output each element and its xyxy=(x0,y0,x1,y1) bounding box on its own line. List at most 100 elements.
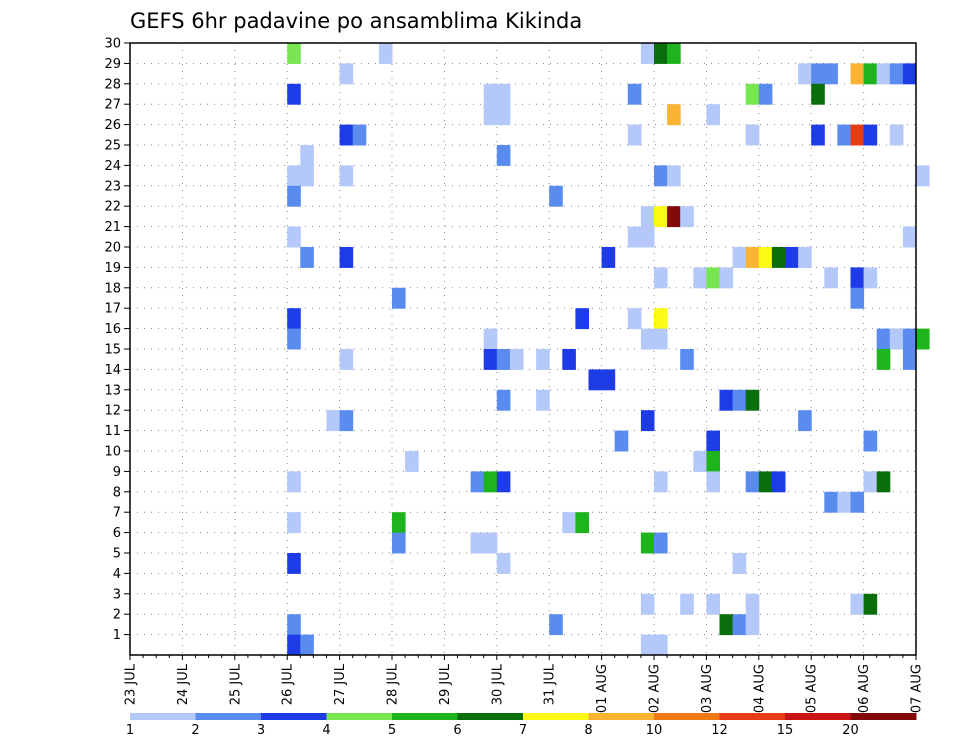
legend-label: 1 xyxy=(126,723,134,738)
legend-label: 2 xyxy=(191,723,199,738)
heatmap-cell xyxy=(339,410,354,432)
heatmap-cell xyxy=(706,471,720,493)
heatmap-cell xyxy=(352,124,367,146)
heatmap-cell xyxy=(732,553,747,574)
y-axis: 1234567891011121314151617181920212223242… xyxy=(104,37,130,643)
heatmap-cell xyxy=(640,634,655,656)
heatmap-cell xyxy=(339,247,354,268)
heatmap-cell xyxy=(798,63,812,85)
legend-label: 12 xyxy=(711,723,728,738)
y-tick-label: 20 xyxy=(104,241,121,256)
heatmap-cell xyxy=(732,247,747,268)
x-tick-label: 25 JUL xyxy=(228,663,243,705)
heatmap-cell xyxy=(654,308,668,330)
y-tick-label: 27 xyxy=(104,98,121,113)
heatmap-cell xyxy=(627,226,642,248)
heatmap-cell xyxy=(889,328,904,350)
heatmap-cell xyxy=(496,349,511,370)
heatmap-cell xyxy=(654,43,668,64)
x-axis: 23 JUL 24 JUL 25 JUL 26 JUL 27 JUL 28 JUL 29 J… xyxy=(124,655,925,713)
heatmap-cell xyxy=(392,532,406,554)
x-tick-label: 07 AUG xyxy=(910,664,925,713)
heatmap-cell xyxy=(640,206,655,228)
legend-label: 4 xyxy=(322,723,330,738)
heatmap-cell xyxy=(706,267,720,289)
heatmap-cell xyxy=(745,124,760,146)
heatmap-cell xyxy=(470,532,485,554)
legend-label: 3 xyxy=(257,723,265,738)
heatmap-cell xyxy=(824,267,838,289)
heatmap-cell xyxy=(863,63,878,85)
heatmap-cell xyxy=(562,349,576,370)
heatmap-cell xyxy=(850,491,865,513)
legend-swatch xyxy=(523,713,589,720)
heatmap-cell xyxy=(300,247,314,268)
x-tick-label: 23 JUL xyxy=(124,663,139,705)
y-tick-label: 26 xyxy=(104,118,121,133)
legend-swatch xyxy=(326,713,393,720)
heatmap-cell xyxy=(287,226,301,248)
y-tick-label: 7 xyxy=(113,506,121,521)
y-tick-label: 15 xyxy=(104,343,121,358)
x-tick-label: 04 AUG xyxy=(752,664,767,713)
legend-label: 20 xyxy=(842,723,859,738)
heatmap-cell xyxy=(745,389,760,411)
heatmap-cell xyxy=(758,471,773,493)
legend-label: 10 xyxy=(646,723,663,738)
heatmap-cell xyxy=(483,328,498,350)
x-tick-label: 29 JUL xyxy=(438,663,453,705)
heatmap-cell xyxy=(680,206,694,228)
heatmap-cell xyxy=(339,63,354,85)
heatmap-cell xyxy=(496,83,511,105)
heatmap-cell xyxy=(287,43,301,64)
heatmap-cell xyxy=(889,63,904,85)
y-tick-label: 22 xyxy=(104,200,121,215)
heatmap-cell xyxy=(339,165,354,187)
heatmap-cell xyxy=(378,43,393,64)
legend-swatch xyxy=(195,713,262,720)
cells-layer xyxy=(287,43,930,656)
heatmap-cell xyxy=(732,389,747,411)
heatmap-cell xyxy=(719,614,734,636)
y-tick-label: 3 xyxy=(113,587,121,602)
heatmap-cell xyxy=(640,328,655,350)
y-tick-label: 13 xyxy=(104,383,121,398)
legend-swatch xyxy=(719,713,786,720)
heatmap-cell xyxy=(719,389,734,411)
y-tick-label: 14 xyxy=(104,363,121,378)
heatmap-cell xyxy=(667,206,681,228)
heatmap-cell xyxy=(667,43,681,64)
legend-label: 8 xyxy=(584,723,592,738)
legend-label: 15 xyxy=(777,723,794,738)
heatmap-cell xyxy=(654,471,668,493)
x-tick-label: 27 JUL xyxy=(333,663,348,705)
color-legend: 1 2 3 4 5 6 7 8 10 12 15 20 xyxy=(126,713,917,738)
legend-swatch xyxy=(850,713,917,720)
x-tick-label: 02 AUG xyxy=(648,664,663,713)
heatmap-cell xyxy=(654,634,668,656)
heatmap-cell xyxy=(745,614,760,636)
heatmap-cell xyxy=(339,349,354,370)
heatmap-cell xyxy=(654,165,668,187)
heatmap-cell xyxy=(536,389,550,411)
legend-label: 5 xyxy=(388,723,396,738)
y-tick-label: 30 xyxy=(104,37,121,52)
heatmap-cell xyxy=(876,471,891,493)
heatmap-cell xyxy=(745,247,760,268)
heatmap-cell xyxy=(824,491,838,513)
heatmap-cell xyxy=(916,328,930,350)
x-tick-label: 06 AUG xyxy=(857,664,872,713)
heatmap-cell xyxy=(771,247,786,268)
heatmap-cell xyxy=(536,349,550,370)
heatmap-cell xyxy=(601,369,616,391)
heatmap-cell xyxy=(287,185,301,207)
heatmap-cell xyxy=(300,165,314,187)
heatmap-cell xyxy=(902,328,917,350)
heatmap-cell xyxy=(300,634,314,656)
x-tick-label: 05 AUG xyxy=(805,664,820,713)
heatmap-cell xyxy=(811,124,825,146)
heatmap-cell xyxy=(496,389,511,411)
heatmap-cell xyxy=(575,512,589,534)
y-tick-label: 18 xyxy=(104,281,121,296)
